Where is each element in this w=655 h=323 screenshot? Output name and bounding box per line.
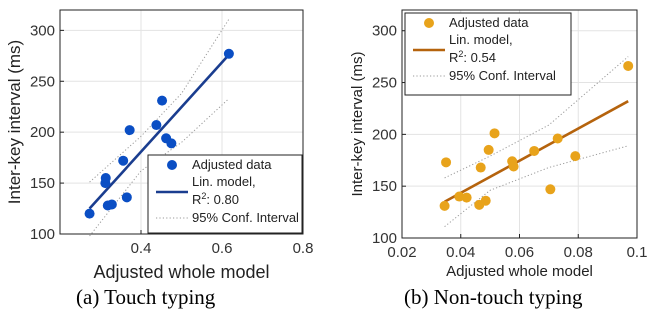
legend: Adjusted data Lin. model, R2: 0.54 95% Conf… (404, 12, 572, 96)
caption-touch-typing: (a) Touch typing (76, 285, 216, 309)
data-point (441, 157, 452, 168)
legend-label-model: Lin. model, (192, 174, 256, 189)
data-point (475, 162, 486, 173)
data-point (489, 128, 500, 139)
data-point (454, 191, 465, 202)
y-tick-label: 250 (372, 75, 397, 92)
chart-panel-1: 0.02 0.04 0.06 0.08 0.1 100 150 200 250 300 Adjust… (349, 9, 648, 280)
y-tick-label: 100 (30, 226, 55, 243)
y-axis-label: Inter-key interval (ms) (349, 51, 366, 196)
data-point (121, 192, 132, 203)
r2-value: : 0.54 (463, 50, 496, 65)
data-point (461, 192, 472, 203)
legend-label-ci: 95% Conf. Interval (192, 210, 299, 225)
r2-base: R (449, 50, 458, 65)
x-axis-label: Adjusted whole model (446, 263, 593, 280)
legend-box (404, 12, 572, 96)
axes-box (59, 9, 304, 235)
y-tick-label: 100 (372, 230, 397, 247)
legend-label-r2: R2: 0.54 (449, 49, 496, 65)
data-point (552, 133, 563, 144)
y-tick-label: 150 (30, 175, 55, 192)
x-tick-label: 0.1 (627, 244, 648, 261)
caption-non-touch-typing: (b) Non-touch typing (404, 285, 583, 309)
x-tick-label: 0.4 (131, 240, 152, 257)
data-point (223, 48, 234, 59)
y-tick-label: 200 (372, 126, 397, 143)
data-point (483, 144, 494, 155)
y-tick-label: 150 (372, 178, 397, 195)
legend-label-data: Adjusted data (449, 15, 529, 30)
data-point (100, 173, 111, 183)
r2-value: : 0.80 (206, 192, 239, 207)
x-axis-label: Adjusted whole model (93, 262, 269, 282)
legend-point-swatch (167, 160, 177, 170)
x-tick-label: 0.06 (505, 244, 534, 261)
legend-label-r2: R2: 0.80 (192, 191, 239, 207)
data-point (106, 199, 117, 210)
r2-superscript: 2 (201, 191, 206, 201)
chart-panel-0: 0.4 0.6 0.8 100 150 200 250 300 Adjusted whole m… (5, 9, 314, 282)
x-tick-label: 0.6 (212, 240, 233, 257)
ci-upper-line (89, 18, 230, 183)
legend: Adjusted data Lin. model, R2: 0.80 95% Conf… (147, 154, 303, 234)
legend-label-model: Lin. model, (449, 32, 513, 47)
legend-label-data: Adjusted data (192, 157, 272, 172)
data-point (508, 161, 519, 172)
data-point (151, 120, 162, 131)
legend-point-swatch (424, 18, 434, 28)
data-point (166, 138, 177, 149)
x-tick-label: 0.8 (293, 240, 314, 257)
r2-base: R (192, 192, 201, 207)
r2-superscript: 2 (458, 49, 463, 59)
data-point (439, 200, 450, 211)
fit-line (88, 53, 230, 210)
data-point (570, 151, 581, 162)
data-point (545, 184, 556, 195)
data-point (480, 195, 491, 206)
x-tick-label: 0.08 (564, 244, 593, 261)
data-point (124, 125, 135, 136)
data-point (529, 145, 540, 156)
data-point (84, 208, 95, 219)
y-tick-label: 250 (30, 73, 55, 90)
y-tick-label: 200 (30, 124, 55, 141)
x-tick-label: 0.02 (387, 244, 416, 261)
x-tick-label: 0.04 (446, 244, 475, 261)
data-point (118, 155, 129, 166)
y-tick-label: 300 (372, 23, 397, 40)
data-point (623, 60, 634, 71)
data-point (157, 95, 168, 106)
y-tick-label: 300 (30, 22, 55, 39)
legend-label-ci: 95% Conf. Interval (449, 68, 556, 83)
y-axis-label: Inter-key interval (ms) (5, 40, 24, 204)
